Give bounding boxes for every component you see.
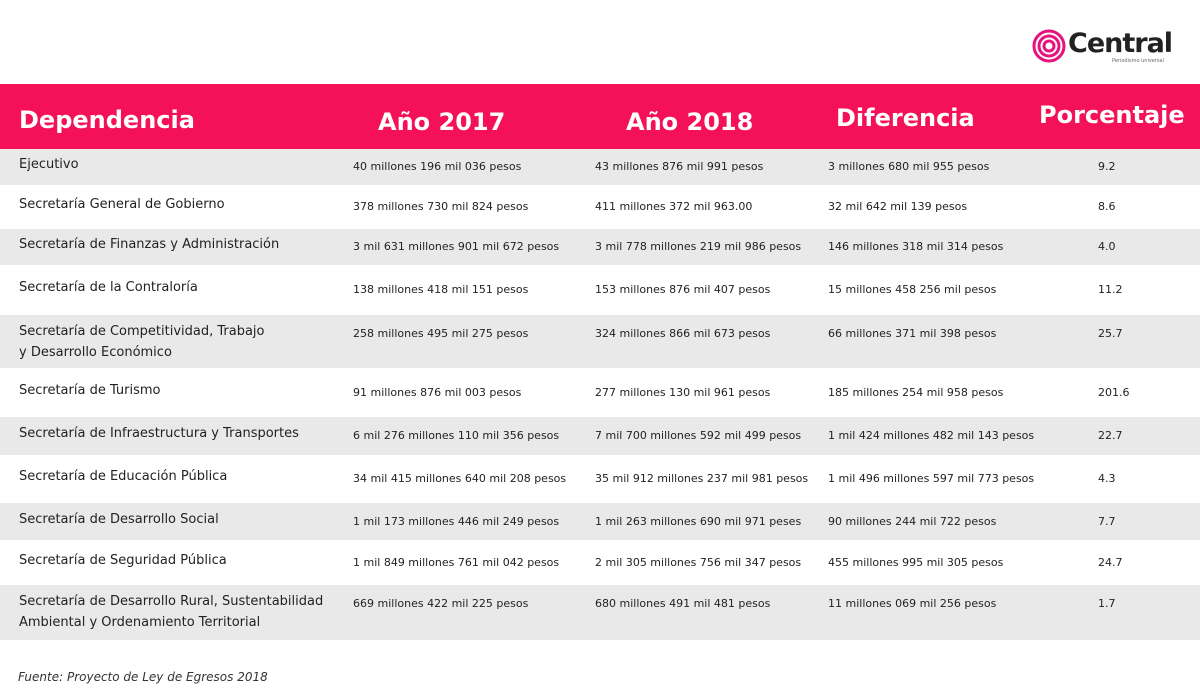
table-cell: 15 millones 458 256 mil pesos (828, 283, 997, 296)
row-label: Secretaría de la Contraloría (19, 280, 198, 295)
column-header: Año 2017 (378, 108, 506, 136)
table-cell: 6 mil 276 millones 110 mil 356 pesos (353, 429, 560, 442)
table-row: Ejecutivo 40 millones 196 mil 036 pesos 43… (0, 149, 1200, 185)
table-cell: 378 millones 730 mil 824 pesos (353, 200, 529, 213)
table-cell: 40 millones 196 mil 036 pesos (353, 160, 522, 173)
table-row: Secretaría de Desarrollo Rural, Sustenta… (0, 585, 1200, 640)
table-cell: 25.7 (1098, 327, 1123, 340)
table-cell: 3 millones 680 mil 955 pesos (828, 160, 990, 173)
table-cell: 277 millones 130 mil 961 pesos (595, 385, 771, 399)
table-cell: 680 millones 491 mil 481 pesos (595, 597, 771, 610)
table-cell: 2 mil 305 millones 756 mil 347 pesos (595, 555, 802, 569)
table-cell: 1.7 (1098, 597, 1116, 610)
table-cell: 201.6 (1098, 385, 1130, 399)
table-header: Dependencia Año 2017 Año 2018 Diferencia Por… (0, 84, 1200, 149)
column-header: Diferencia (836, 104, 975, 132)
table-cell: 411 millones 372 mil 963.00 (595, 200, 753, 213)
table-cell: 43 millones 876 mil 991 pesos (595, 160, 764, 173)
row-label: Secretaría de Educación Pública (19, 469, 228, 484)
table-cell: 1 mil 424 millones 482 mil 143 pesos (828, 429, 1035, 442)
table-row: Secretaría de Turismo 91 millones 876 mil… (0, 368, 1200, 417)
table-cell: 11.2 (1098, 283, 1123, 296)
table-cell: 7 mil 700 millones 592 mil 499 pesos (595, 429, 802, 442)
logo-tagline: Periodismo universal (1112, 58, 1164, 64)
table-cell: 8.6 (1098, 200, 1116, 213)
table-cell: 3 mil 778 millones 219 mil 986 pesos (595, 240, 802, 253)
row-label: Secretaría de Finanzas y Administración (19, 237, 280, 252)
row-label: Secretaría de Desarrollo Rural, Sustenta… (19, 594, 324, 630)
table-cell: 324 millones 866 mil 673 pesos (595, 327, 771, 340)
table-cell: 34 mil 415 millones 640 mil 208 pesos (353, 472, 567, 485)
table-cell: 185 millones 254 mil 958 pesos (828, 385, 1004, 399)
table-cell: 669 millones 422 mil 225 pesos (353, 597, 529, 610)
table-cell: 24.7 (1098, 555, 1123, 569)
table-row: Secretaría de Seguridad Pública 1 mil 849… (0, 540, 1200, 585)
table-row: Secretaría de Educación Pública 34 mil 41… (0, 455, 1200, 503)
table-cell: 7.7 (1098, 514, 1116, 528)
table-cell: 4.0 (1098, 240, 1116, 253)
table-cell: 146 millones 318 mil 314 pesos (828, 240, 1004, 253)
table-row: Secretaría de la Contraloría 138 millones… (0, 265, 1200, 315)
table-cell: 66 millones 371 mil 398 pesos (828, 327, 997, 340)
table-cell: 455 millones 995 mil 305 pesos (828, 555, 1004, 569)
column-header: Dependencia (19, 106, 195, 134)
row-label: Secretaría General de Gobierno (19, 197, 225, 212)
table-row: Secretaría de Competitividad, Trabajo y … (0, 315, 1200, 368)
table-cell: 35 mil 912 millones 237 mil 981 pesos (595, 472, 809, 485)
column-header: Año 2018 (626, 108, 754, 136)
table-cell: 3 mil 631 millones 901 mil 672 pesos (353, 240, 560, 253)
row-label: Secretaría de Infraestructura y Transpor… (19, 426, 299, 441)
logo-icon (1032, 29, 1066, 63)
table-cell: 11 millones 069 mil 256 pesos (828, 597, 997, 610)
column-header: Porcentaje (1039, 101, 1185, 129)
logo-name: Central (1068, 28, 1173, 59)
row-label: Secretaría de Desarrollo Social (19, 511, 219, 527)
table-cell: 22.7 (1098, 429, 1123, 442)
table-cell: 1 mil 849 millones 761 mil 042 pesos (353, 555, 560, 569)
table-cell: 1 mil 173 millones 446 mil 249 pesos (353, 514, 560, 528)
table-cell: 1 mil 263 millones 690 mil 971 peses (595, 514, 802, 528)
table-row: Secretaría de Infraestructura y Transpor… (0, 417, 1200, 455)
row-label: Secretaría de Seguridad Pública (19, 552, 227, 568)
table-row: Secretaría de Finanzas y Administración 3… (0, 229, 1200, 265)
table-cell: 32 mil 642 mil 139 pesos (828, 200, 968, 213)
table-row: Secretaría General de Gobierno 378 millon… (0, 185, 1200, 229)
table-cell: 4.3 (1098, 472, 1116, 485)
table-row: Secretaría de Desarrollo Social 1 mil 173… (0, 503, 1200, 540)
table-cell: 258 millones 495 mil 275 pesos (353, 327, 529, 340)
table-cell: 1 mil 496 millones 597 mil 773 pesos (828, 472, 1035, 485)
table-cell: 9.2 (1098, 160, 1116, 173)
table-cell: 138 millones 418 mil 151 pesos (353, 283, 529, 296)
row-label: Secretaría de Competitividad, Trabajo y … (19, 324, 265, 360)
table-cell: 91 millones 876 mil 003 pesos (353, 385, 522, 399)
table-cell: 90 millones 244 mil 722 pesos (828, 514, 997, 528)
table-cell: 153 millones 876 mil 407 pesos (595, 283, 771, 296)
row-label: Ejecutivo (19, 157, 79, 172)
row-label: Secretaría de Turismo (19, 382, 161, 398)
source-note: Fuente: Proyecto de Ley de Egresos 2018 (18, 670, 268, 684)
